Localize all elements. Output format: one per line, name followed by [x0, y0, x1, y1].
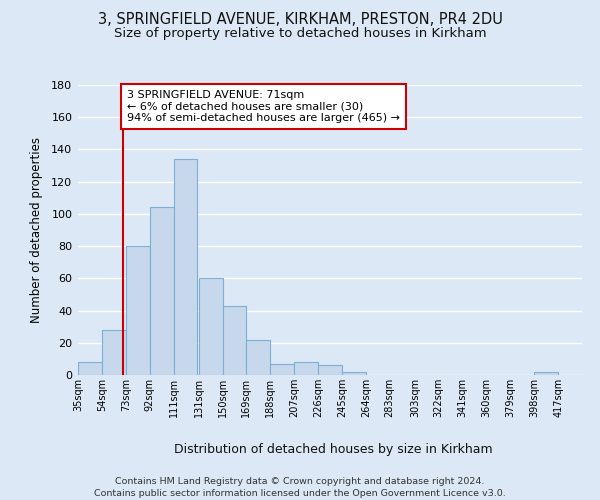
- Bar: [270, 364, 294, 375]
- Text: 3 SPRINGFIELD AVENUE: 71sqm
← 6% of detached houses are smaller (30)
94% of semi: 3 SPRINGFIELD AVENUE: 71sqm ← 6% of deta…: [127, 90, 400, 123]
- Text: Contains public sector information licensed under the Open Government Licence v3: Contains public sector information licen…: [94, 489, 506, 498]
- Bar: [149, 208, 173, 375]
- Text: Size of property relative to detached houses in Kirkham: Size of property relative to detached ho…: [113, 28, 487, 40]
- Bar: [342, 372, 366, 375]
- Bar: [223, 306, 247, 375]
- Text: Distribution of detached houses by size in Kirkham: Distribution of detached houses by size …: [173, 442, 493, 456]
- Bar: [173, 159, 197, 375]
- Bar: [102, 330, 126, 375]
- Bar: [534, 372, 558, 375]
- Text: Contains HM Land Registry data © Crown copyright and database right 2024.: Contains HM Land Registry data © Crown c…: [115, 478, 485, 486]
- Y-axis label: Number of detached properties: Number of detached properties: [30, 137, 43, 323]
- Text: 3, SPRINGFIELD AVENUE, KIRKHAM, PRESTON, PR4 2DU: 3, SPRINGFIELD AVENUE, KIRKHAM, PRESTON,…: [98, 12, 502, 28]
- Bar: [199, 278, 223, 375]
- Bar: [78, 362, 102, 375]
- Bar: [247, 340, 270, 375]
- Bar: [294, 362, 318, 375]
- Bar: [318, 366, 342, 375]
- Bar: [126, 246, 149, 375]
